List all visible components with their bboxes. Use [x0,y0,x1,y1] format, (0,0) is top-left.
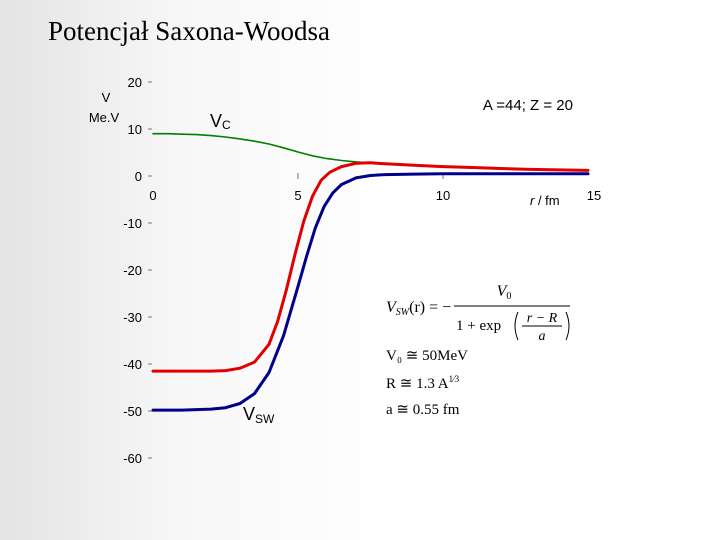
series-label-vc-main: V [210,111,222,131]
formula-box: VSW(r) = − V0 1 + exp r − R a V₀ ≅ 50MeV… [384,276,576,424]
y-tick-label: -50 [123,404,142,419]
series-line-0 [152,132,589,172]
formula-v0: V₀ ≅ 50MeV [386,348,468,364]
series-line-2 [151,172,590,412]
chart-series [151,132,590,412]
y-tick-label: 10 [128,122,142,137]
y-tick-label: -20 [123,263,142,278]
formula-radius: R ≅ 1.3 A1⁄3 [386,374,460,392]
y-tick-label: -30 [123,310,142,325]
x-tick-label: 10 [436,188,450,203]
formula-denominator: 1 + exp [456,318,501,334]
series-label-vsw-sub: SW [255,412,275,426]
x-tick-label: 15 [587,188,601,203]
series-label-vsw: VSW [243,404,275,426]
formula-a: a ≅ 0.55 fm [386,402,460,418]
chart-axes: 20 10 0 -10 -20 -30 -40 -50 -60 0 5 10 15 [123,75,601,466]
chart-annotation: A =44; Z = 20 [483,97,573,114]
series-label-vc-sub: C [222,118,231,132]
y-axis-label: V [102,90,111,105]
formula-main: VSW(r) = − V0 1 + exp r − R a [386,283,570,344]
formula-right-paren [565,311,570,341]
formula-lhs: VSW(r) = − [386,299,451,318]
x-axis-label: r / fm [530,193,560,208]
formula-numerator: V0 [497,283,512,302]
x-tick-label: 0 [149,188,156,203]
chart-labels: V Me.V r / fm A =44; Z = 20 VC VSW [89,90,573,426]
y-tick-label: 0 [135,169,142,184]
formula-inner-denominator: a [539,329,546,344]
x-axis-symbol: r [530,193,535,208]
series-label-vc: VC [210,111,231,132]
formula-left-paren [514,311,519,341]
series-line-1 [151,161,590,373]
x-tick-label: 5 [294,188,301,203]
slide-title: Potencjał Saxona-Woodsa [48,16,331,46]
x-axis-unit: / fm [534,193,559,208]
y-axis-unit: Me.V [89,110,120,125]
y-tick-label: -60 [123,451,142,466]
series-label-vsw-main: V [243,404,255,424]
formula-inner-numerator: r − R [527,311,558,326]
y-tick-label: 20 [128,75,142,90]
y-tick-label: -40 [123,357,142,372]
y-tick-label: -10 [123,216,142,231]
